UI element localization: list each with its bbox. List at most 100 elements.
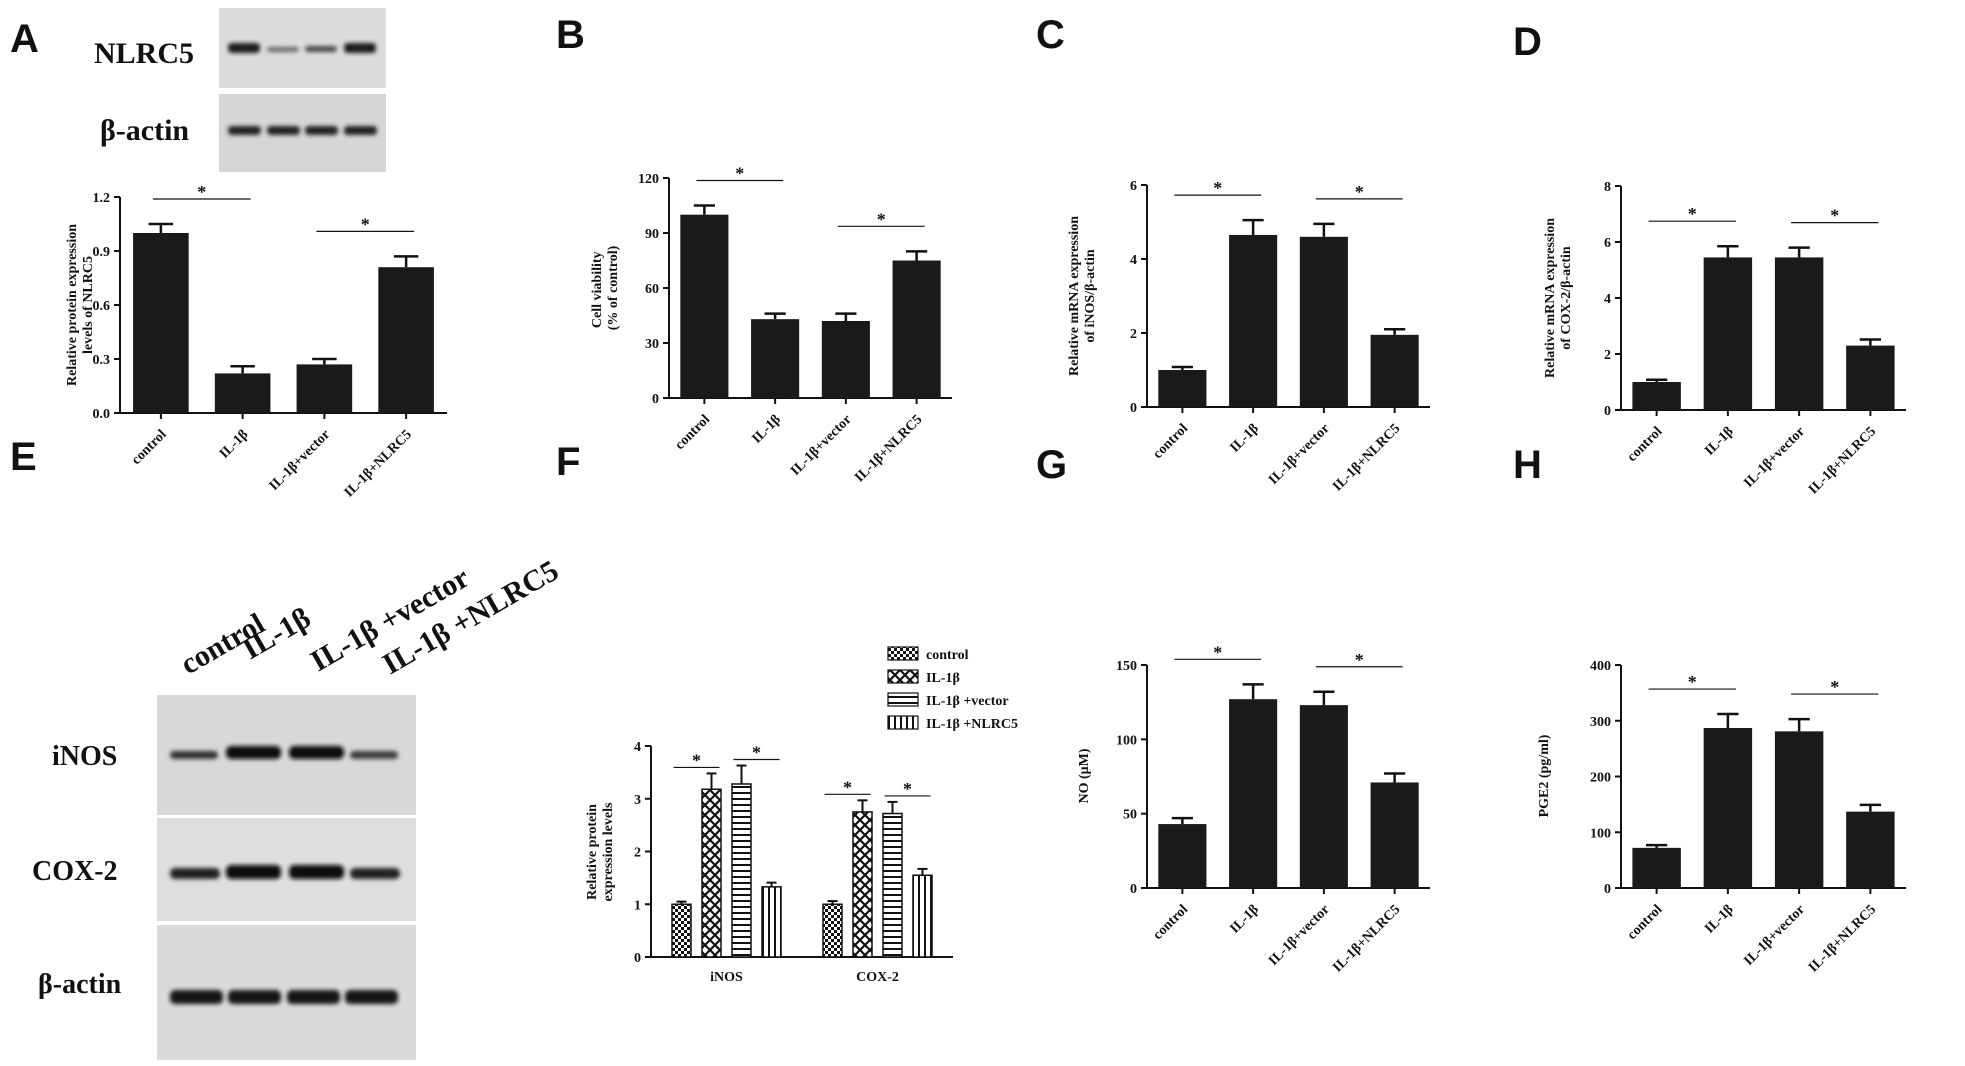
bar-d	[1846, 345, 1895, 410]
y-tick-label-c: 6	[1130, 179, 1137, 194]
bar-h	[1774, 731, 1824, 888]
x-tick-label-f: COX-2	[856, 970, 899, 985]
y-axis-title-h: PGE2 (pg/ml)	[1537, 734, 1552, 817]
chart-f: 0 1 2 3 4 Relative proteinexpression levels iN…	[585, 646, 1018, 985]
x-tick-label-g: IL-1β+vector	[1266, 902, 1333, 969]
legend-label-f: IL-1β +NLRC5	[926, 717, 1018, 732]
legend-swatch-f	[887, 669, 919, 684]
band-actin-a-3	[305, 126, 338, 135]
y-tick-label-b: 0	[652, 392, 659, 407]
y-tick-label-h: 300	[1590, 715, 1611, 730]
band-actin-a-1	[228, 126, 261, 135]
y-tick-label-h: 100	[1590, 826, 1611, 841]
band-cox2-4	[350, 868, 400, 879]
x-tick-label-c: IL-1β+vector	[1266, 421, 1333, 488]
y-tick-label-g: 100	[1116, 733, 1137, 748]
bar-d	[1703, 257, 1753, 410]
bar-a	[296, 364, 353, 413]
significance-star-b: *	[877, 209, 886, 229]
chart-a: 0.0 0.3 0.6 0.9 1.2 Relative protein expressi…	[65, 182, 447, 500]
bar-g	[1370, 782, 1419, 888]
x-tick-label-b: IL-1β+NLRC5	[852, 412, 925, 485]
legend-label-f: IL-1β	[926, 671, 960, 686]
x-tick-label-d: IL-1β	[1702, 424, 1737, 459]
bar-c	[1229, 234, 1278, 407]
y-tick-label-f: 1	[634, 898, 641, 913]
x-tick-label-d: IL-1β+NLRC5	[1806, 424, 1879, 497]
x-tick-label-h: IL-1β+vector	[1741, 902, 1808, 969]
panel-letter-h: H	[1513, 443, 1542, 487]
x-tick-label-g: IL-1β+NLRC5	[1330, 902, 1403, 975]
band-cox2-2	[226, 865, 281, 879]
bar-c	[1158, 370, 1207, 407]
y-tick-label-a: 0.0	[93, 407, 111, 422]
significance-star-g: *	[1355, 650, 1364, 670]
bar-h	[1703, 727, 1753, 888]
x-tick-label-a: IL-1β	[217, 427, 252, 462]
y-tick-label-d: 2	[1604, 348, 1611, 363]
y-tick-label-c: 4	[1130, 253, 1137, 268]
band-actin-a-4	[344, 126, 377, 135]
band-cox2-3	[289, 865, 344, 879]
band-nlrc5-4	[344, 43, 376, 53]
y-tick-label-a: 0.6	[93, 299, 111, 314]
y-tick-label-a: 0.3	[93, 353, 111, 368]
legend-swatch-f	[887, 692, 919, 707]
bar-d	[1632, 382, 1681, 410]
y-tick-label-f: 4	[634, 740, 641, 755]
x-tick-label-c: IL-1β	[1227, 421, 1262, 456]
significance-star-f: *	[752, 743, 761, 763]
y-tick-label-f: 0	[634, 951, 641, 966]
y-tick-label-b: 30	[645, 337, 659, 352]
x-tick-label-c: control	[1151, 421, 1192, 462]
band-inos-3	[289, 746, 344, 759]
y-tick-label-d: 8	[1604, 180, 1611, 195]
blot-label-beta-actin-a: β-actin	[100, 114, 189, 147]
x-tick-label-c: IL-1β+NLRC5	[1330, 421, 1403, 494]
x-tick-label-a: IL-1β+vector	[267, 427, 334, 494]
x-tick-label-h: IL-1β+NLRC5	[1806, 902, 1879, 975]
bar-a	[133, 233, 189, 413]
x-tick-label-b: IL-1β	[749, 412, 784, 447]
x-tick-label-d: IL-1β+vector	[1741, 424, 1808, 491]
y-axis-title-c: Relative mRNA expressionof iNOS/β-actin	[1067, 216, 1098, 376]
blot-e: control IL-1β IL-1β +vector IL-1β +NLRC5…	[32, 554, 564, 1060]
bar-c	[1370, 334, 1419, 407]
x-tick-label-a: control	[129, 427, 170, 468]
x-tick-label-d: control	[1625, 424, 1666, 465]
y-tick-label-b: 120	[638, 172, 659, 187]
y-axis-title-g: NO (μM)	[1077, 748, 1092, 803]
x-tick-label-a: IL-1β+NLRC5	[342, 427, 415, 500]
y-tick-label-d: 4	[1604, 292, 1611, 307]
chart-b: 0 30 60 90 120 Cell viability (% of control) c…	[590, 164, 952, 485]
bar-c	[1299, 236, 1348, 407]
y-axis-title-b: Cell viability (% of control)	[590, 245, 621, 330]
y-tick-label-g: 0	[1130, 882, 1137, 897]
x-tick-label-f: iNOS	[710, 970, 743, 985]
significance-star-f: *	[843, 777, 852, 797]
bar-f	[761, 886, 782, 958]
bar-f	[822, 903, 843, 958]
bar-g	[1229, 699, 1278, 888]
bar-b	[680, 214, 729, 398]
significance-star-h: *	[1830, 677, 1839, 697]
x-tick-label-h: control	[1625, 902, 1666, 943]
significance-star-b: *	[735, 164, 744, 184]
band-actin-e-2	[228, 990, 281, 1004]
y-tick-label-a: 0.9	[93, 245, 111, 260]
bar-f	[731, 783, 752, 958]
bar-f	[912, 874, 933, 958]
bar-h	[1632, 847, 1681, 888]
bar-a	[378, 267, 434, 413]
y-tick-label-h: 200	[1590, 771, 1611, 786]
y-tick-label-b: 90	[645, 227, 659, 242]
blot-label-beta-actin-e: β-actin	[38, 969, 122, 1000]
y-tick-label-c: 2	[1130, 327, 1137, 342]
bar-g	[1299, 705, 1348, 888]
significance-star-g: *	[1213, 642, 1222, 662]
band-nlrc5-3	[305, 46, 337, 52]
bar-a	[214, 373, 271, 413]
panel-letter-c: C	[1036, 13, 1065, 57]
y-tick-label-h: 0	[1604, 882, 1611, 897]
